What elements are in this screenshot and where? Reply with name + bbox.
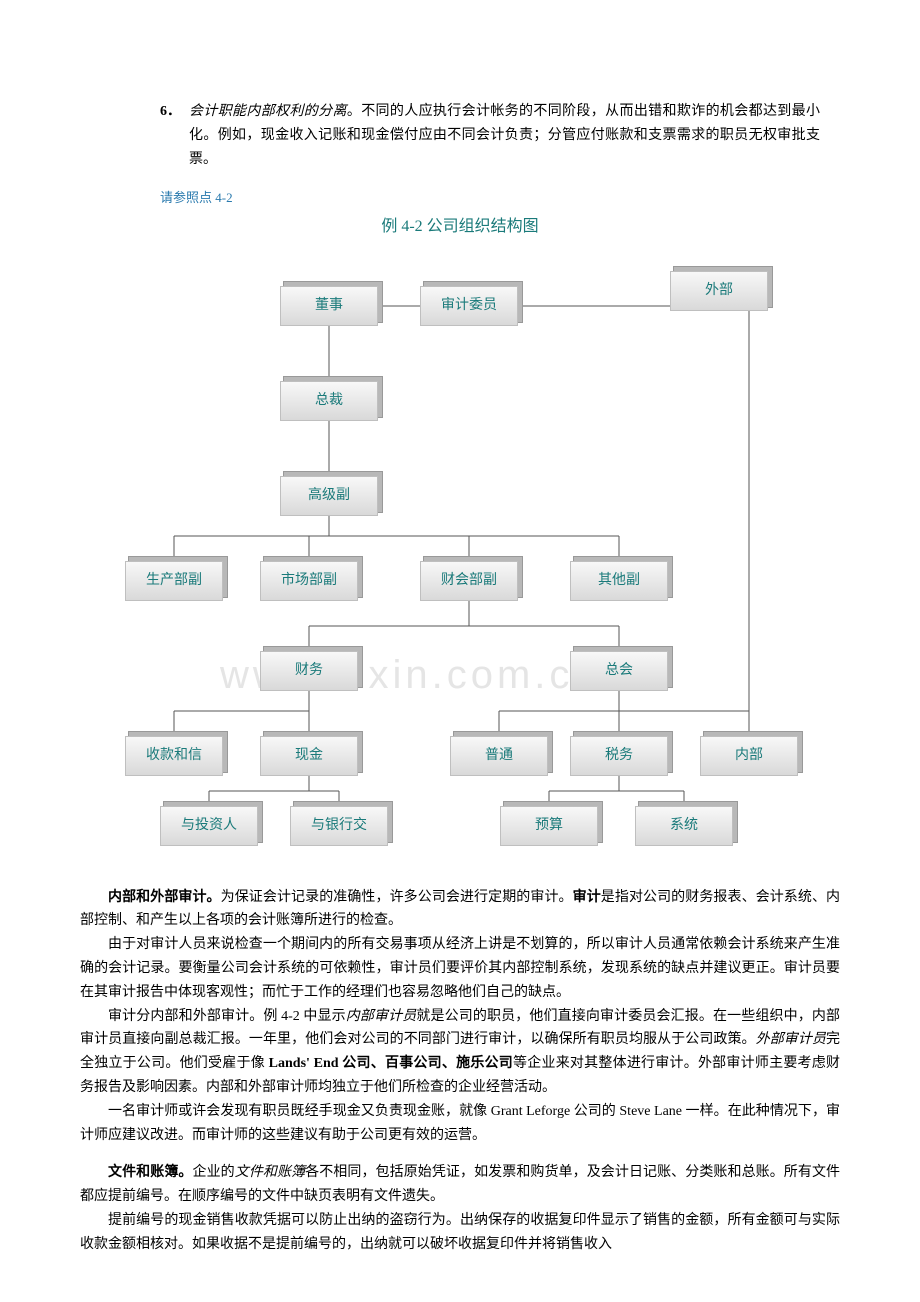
org-node-arcred: 收款和信 bbox=[125, 736, 223, 776]
paragraph-audit-types: 审计分内部和外部审计。例 4-2 中显示内部审计员就是公司的职员，他们直接向审计… bbox=[80, 1005, 840, 1100]
org-node-cash: 现金 bbox=[260, 736, 358, 776]
org-node-mkt: 市场部副 bbox=[260, 561, 358, 601]
list-title: 会计职能内部权利的分离 bbox=[189, 104, 347, 119]
numbered-list-item: 6． 会计职能内部权利的分离。不同的人应执行会计帐务的不同阶段，从而出错和欺诈的… bbox=[160, 100, 820, 171]
p5a: 企业的 bbox=[192, 1165, 234, 1180]
org-node-prod: 生产部副 bbox=[125, 561, 223, 601]
p5lead: 文件和账簿。 bbox=[108, 1165, 192, 1180]
paragraph-audit-internal-external: 内部和外部审计。为保证会计记录的准确性，许多公司会进行定期的审计。审计是指对公司… bbox=[80, 886, 840, 934]
org-node-system: 系统 bbox=[635, 806, 733, 846]
list-body: 会计职能内部权利的分离。不同的人应执行会计帐务的不同阶段，从而出错和欺诈的机会都… bbox=[189, 100, 820, 171]
p3a: 审计分内部和外部审计。例 4-2 中显示 bbox=[108, 1009, 346, 1024]
org-node-external: 外部 bbox=[670, 271, 768, 311]
chart-title: 例 4-2 公司组织结构图 bbox=[60, 213, 860, 240]
org-node-budget: 预算 bbox=[500, 806, 598, 846]
org-node-common: 普通 bbox=[450, 736, 548, 776]
p3bold: Lands' End 公司、百事公司、施乐公司 bbox=[269, 1056, 513, 1071]
org-node-gensub: 总会 bbox=[570, 651, 668, 691]
p3i2: 外部审计员 bbox=[756, 1032, 826, 1047]
p5i: 文件和账簿 bbox=[235, 1165, 305, 1180]
p1b2: 审计 bbox=[573, 890, 601, 905]
org-node-tax: 税务 bbox=[570, 736, 668, 776]
p3i1: 内部审计员 bbox=[346, 1009, 417, 1024]
org-node-audit: 审计委员 bbox=[420, 286, 518, 326]
org-node-invest: 与投资人 bbox=[160, 806, 258, 846]
org-node-prez: 总裁 bbox=[280, 381, 378, 421]
list-number: 6． bbox=[160, 100, 181, 171]
org-node-bank: 与银行交 bbox=[290, 806, 388, 846]
paragraph-documents: 文件和账簿。企业的文件和账簿各不相同，包括原始凭证，如发票和购货单，及会计日记账… bbox=[80, 1161, 840, 1209]
org-chart: www.zixin.com.cn 董事审计委员外部总裁高级副生产部副市场部副财会… bbox=[80, 261, 840, 861]
org-node-finsub: 财务 bbox=[260, 651, 358, 691]
heading-inline: 内部和外部审计。 bbox=[108, 890, 221, 905]
org-node-fin: 财会部副 bbox=[420, 561, 518, 601]
paragraph-auditor-find: 一名审计师或许会发现有职员既经手现金又负责现金账，就像 Grant Leforg… bbox=[80, 1100, 840, 1148]
org-node-other: 其他副 bbox=[570, 561, 668, 601]
paragraph-prenumbered: 提前编号的现金销售收款凭据可以防止出纳的盗窃行为。出纳保存的收据复印件显示了销售… bbox=[80, 1209, 840, 1257]
p1a: 为保证会计记录的准确性，许多公司会进行定期的审计。 bbox=[221, 890, 573, 905]
org-node-internal: 内部 bbox=[700, 736, 798, 776]
paragraph-audit-rely: 由于对审计人员来说检查一个期间内的所有交易事项从经济上讲是不划算的，所以审计人员… bbox=[80, 933, 840, 1004]
reference-link: 请参照点 4-2 bbox=[160, 187, 860, 209]
org-node-svp: 高级副 bbox=[280, 476, 378, 516]
org-node-dir: 董事 bbox=[280, 286, 378, 326]
